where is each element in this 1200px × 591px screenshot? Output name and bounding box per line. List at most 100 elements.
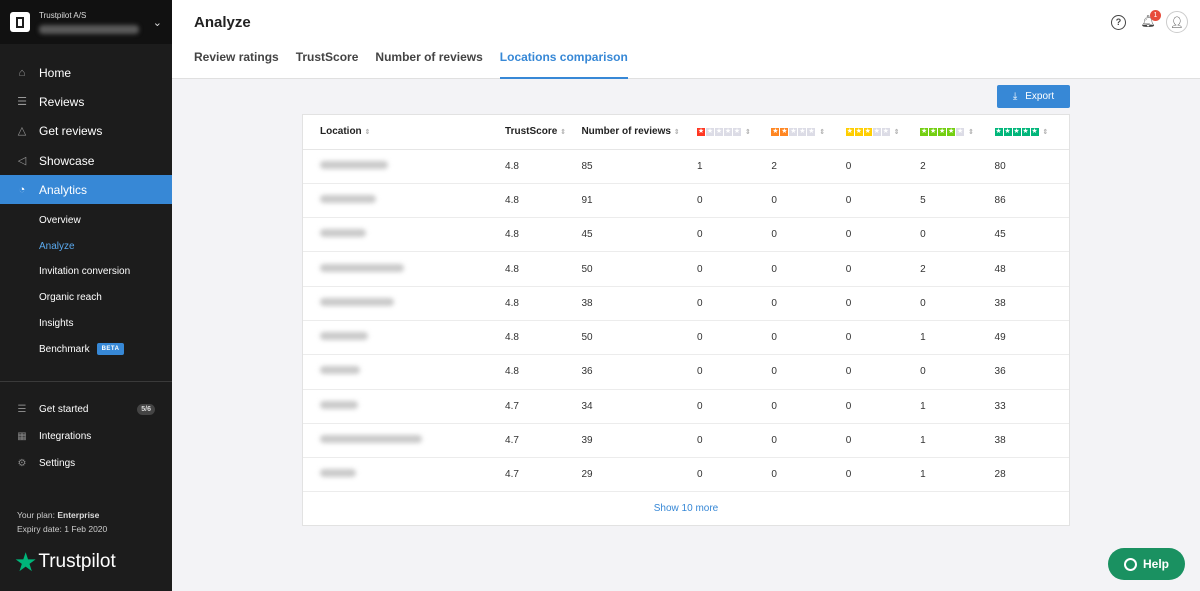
column-location[interactable]: Location ⇕: [303, 115, 506, 150]
table-row[interactable]: 4.7 29 0 0 0 1 28: [303, 457, 1069, 493]
chat-bubble-icon: [1123, 557, 1137, 571]
star-3-count-cell: 0: [845, 149, 921, 184]
column-trustscore[interactable]: TrustScore ⇕: [505, 115, 582, 150]
star-square: [947, 126, 956, 138]
table-row[interactable]: 4.8 50 0 0 0 2 48: [303, 251, 1069, 287]
column-1-star[interactable]: ⇕: [697, 115, 772, 150]
review-count-cell: 85: [581, 149, 698, 184]
table-row[interactable]: 4.8 38 0 0 0 0 38: [303, 286, 1069, 321]
column-trustscore-label: TrustScore: [505, 126, 558, 138]
subnav-item-label: Organic reach: [39, 292, 102, 304]
column-3-star[interactable]: ⇕: [845, 115, 921, 150]
location-name-redacted: [303, 320, 506, 356]
get-reviews-icon: △: [17, 125, 27, 138]
star-4-count-cell: 1: [920, 389, 995, 424]
tab-review-ratings[interactable]: Review ratings: [194, 50, 279, 64]
plan-label: Your plan:: [17, 510, 55, 520]
star-3-count-cell: 0: [845, 457, 921, 493]
star-1-count-cell: 0: [697, 217, 772, 253]
avatar[interactable]: 👤︎: [1166, 11, 1188, 33]
export-button[interactable]: ⤓ Export: [997, 85, 1070, 108]
star-5-count-cell: 86: [994, 183, 1069, 219]
column-4-star[interactable]: ⇕: [920, 115, 995, 150]
sidebar-item-analytics[interactable]: ◔ Analytics: [0, 175, 172, 205]
location-name-redacted: [303, 286, 506, 321]
star-3-count-cell: 0: [845, 320, 921, 356]
star-3-count-cell: 0: [845, 389, 921, 424]
star-square: [920, 126, 929, 138]
sort-icon: ⇕: [673, 129, 680, 137]
review-count-cell: 50: [581, 320, 698, 356]
chevron-down-icon[interactable]: ⌄: [152, 16, 162, 29]
tab-number-of-reviews[interactable]: Number of reviews: [375, 50, 483, 64]
table-row[interactable]: 4.7 34 0 0 0 1 33: [303, 389, 1069, 424]
tab-locations-comparison[interactable]: Locations comparison: [499, 40, 628, 79]
star-2-count-cell: 0: [771, 423, 846, 459]
redacted-text: [320, 194, 376, 203]
sidebar-item-get-reviews[interactable]: △ Get reviews: [0, 117, 172, 146]
sidebar-item-label: Showcase: [39, 153, 95, 168]
home-icon: ⌂: [18, 66, 26, 79]
sort-icon: ⇕: [968, 129, 975, 137]
subnav-item-benchmark[interactable]: Benchmark BETA: [0, 336, 172, 362]
star-1-count-cell: 0: [697, 457, 772, 493]
account-switcher[interactable]: Trustpilot A/S ⌄: [0, 0, 172, 44]
column-2-star[interactable]: ⇕: [771, 115, 846, 150]
sidebar-item-get-started[interactable]: ☰ Get started 5/6: [0, 396, 172, 423]
star-1-count-cell: 0: [697, 183, 772, 219]
star-5-count-cell: 45: [994, 217, 1069, 253]
star-2-count-cell: 0: [771, 183, 846, 219]
beta-badge: BETA: [96, 343, 125, 356]
table-row[interactable]: 4.8 45 0 0 0 0 45: [303, 217, 1069, 253]
bell-icon[interactable]: 🔔︎ 1: [1140, 10, 1161, 30]
table-row[interactable]: 4.8 36 0 0 0 0 36: [303, 354, 1069, 390]
sidebar-item-reviews[interactable]: ☰ Reviews: [0, 87, 172, 116]
table-row[interactable]: 4.7 39 0 0 0 1 38: [303, 423, 1069, 459]
sidebar-item-label: Get reviews: [39, 124, 103, 139]
review-count-cell: 91: [581, 183, 698, 219]
trustscore-cell: 4.8: [505, 149, 582, 184]
subnav-item-overview[interactable]: Overview: [0, 207, 172, 233]
table-header-row: Location ⇕ TrustScore ⇕ Number of reviews ⇕…: [303, 115, 1069, 150]
sidebar-item-settings[interactable]: ⚙ Settings: [0, 450, 172, 477]
redacted-text: [320, 229, 366, 238]
location-name-redacted: [303, 251, 506, 287]
table-row[interactable]: 4.8 91 0 0 0 5 86: [303, 183, 1069, 219]
help-chat-button[interactable]: Help: [1108, 548, 1185, 580]
star-5-count-cell: 33: [994, 389, 1069, 424]
star-square: [1012, 126, 1021, 138]
star-2-count-cell: 2: [771, 149, 846, 184]
help-icon[interactable]: ?: [1111, 14, 1126, 30]
sidebar-item-showcase[interactable]: ◁ Showcase: [0, 146, 172, 175]
notification-badge: 1: [1150, 10, 1161, 21]
sidebar-item-home[interactable]: ⌂ Home: [0, 58, 172, 87]
subnav-item-insights[interactable]: Insights: [0, 311, 172, 337]
redacted-text: [320, 366, 360, 375]
table-row[interactable]: 4.8 85 1 2 0 2 80: [303, 149, 1069, 184]
redacted-text: [320, 160, 388, 169]
tab-trustscore[interactable]: TrustScore: [295, 50, 359, 64]
star-1-count-cell: 0: [697, 286, 772, 321]
star-4-count-cell: 0: [920, 286, 995, 321]
star-square: [789, 126, 798, 138]
star-3-count-cell: 0: [845, 354, 921, 390]
progress-badge: 5/6: [137, 404, 155, 416]
star-icon: ★: [14, 547, 38, 577]
subnav-item-invitation-conversion[interactable]: Invitation conversion: [0, 259, 172, 285]
star-4-count-cell: 1: [920, 457, 995, 493]
account-domain-redacted: [39, 24, 139, 34]
star-3-count-cell: 0: [845, 286, 921, 321]
list-icon: ☰: [17, 404, 27, 416]
subnav-item-organic-reach[interactable]: Organic reach: [0, 285, 172, 311]
sidebar-item-label: Home: [39, 65, 72, 80]
star-rating-5-icon: [994, 126, 1040, 138]
star-4-count-cell: 2: [920, 251, 995, 287]
subnav-item-label: Overview: [39, 214, 81, 226]
sidebar-item-integrations[interactable]: ▦ Integrations: [0, 423, 172, 450]
subnav-item-analyze[interactable]: Analyze: [0, 233, 172, 259]
show-more-link[interactable]: Show 10 more: [653, 502, 719, 514]
review-count-cell: 50: [581, 251, 698, 287]
column-5-star[interactable]: ⇕: [994, 115, 1069, 150]
column-number-of-reviews[interactable]: Number of reviews ⇕: [581, 115, 698, 150]
table-row[interactable]: 4.8 50 0 0 0 1 49: [303, 320, 1069, 356]
